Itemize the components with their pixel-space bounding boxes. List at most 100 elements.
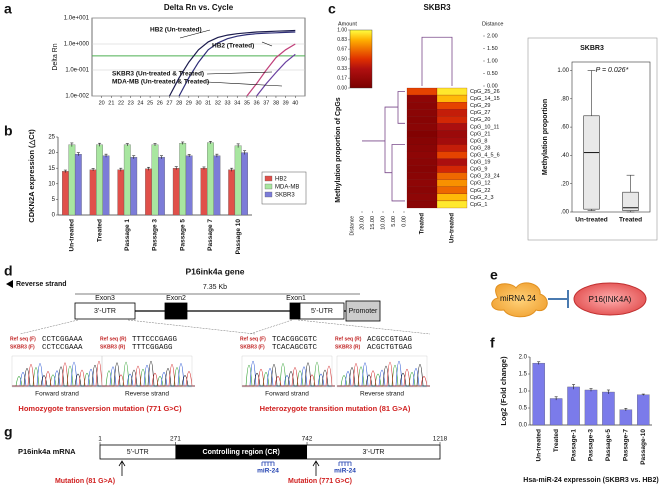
y-tick-label: .80 (561, 96, 570, 102)
x-tick-label: 40 (292, 100, 298, 106)
feature-label: Exon1 (286, 295, 306, 302)
row-dendrogram (362, 91, 405, 202)
heatmap-cell (406, 172, 438, 180)
heatmap-cell (406, 94, 438, 103)
bar (179, 143, 187, 216)
feature-label: Exon2 (166, 295, 186, 302)
gene-feature (289, 302, 301, 320)
heatmap-cell (406, 165, 438, 173)
chart-title: SKBR3 (580, 45, 604, 52)
feature-label: Exon3 (95, 295, 115, 302)
bar (102, 155, 110, 216)
heatmap-cell (436, 116, 468, 124)
chromatogram-frame (101, 355, 193, 388)
y-tick-label: 1.0e-002 (65, 94, 89, 100)
bar (117, 169, 125, 216)
x-tick-label: Passage 3 (152, 219, 159, 251)
chart-title: SKBR3 (423, 3, 451, 12)
y-tick-label: 1.0 (519, 389, 528, 395)
mirna-site (261, 461, 275, 466)
amplification-curve (168, 29, 296, 97)
x-tick-label: 27 (166, 100, 172, 106)
row-label: CpG_25_26 (470, 89, 500, 95)
x-tick-label: Passage 10 (235, 219, 242, 255)
heatmap-cell (436, 109, 468, 117)
heatmap-cell (406, 87, 438, 96)
annotation-arrow (206, 81, 283, 87)
heatmap-cell (406, 102, 438, 110)
heatmap-cell (436, 130, 468, 138)
seq-label: SKBR3 (R) (335, 344, 361, 350)
x-tick-label: 22 (118, 100, 124, 106)
x-tick-label: Passage-3 (588, 429, 595, 462)
heatmap-cell (406, 186, 438, 194)
y-axis-label: Delta Rn (52, 43, 59, 70)
controlling-region (175, 445, 308, 459)
legend-label: SKBR3 (275, 193, 295, 199)
row-label: CpG_29 (470, 103, 491, 109)
chromatogram (337, 361, 430, 387)
annotation-arrow (206, 71, 273, 75)
guide-line (249, 319, 293, 335)
x-tick-label: Un-treated (69, 219, 76, 252)
amplification-curve (246, 43, 296, 97)
x-tick-label: 36 (254, 100, 260, 106)
y-tick-label: .00 (561, 210, 570, 216)
sequence: TCACAGCGTC (272, 344, 318, 352)
position-label: 1 (98, 436, 102, 443)
bar (207, 142, 214, 216)
x-tick-label: 23 (128, 100, 134, 106)
strand-caption: Reverse strand (125, 391, 169, 398)
chromatogram (12, 361, 105, 387)
x-tick-label: Treated (619, 217, 642, 224)
distance-tick-label: 2.00 (487, 33, 498, 39)
x-tick-label: 25 (147, 100, 153, 106)
heatmap-cell (436, 165, 468, 173)
x-tick-label: 28 (176, 100, 182, 106)
seq-label: SKBR3 (R) (100, 344, 126, 350)
mutation-arrow (118, 460, 126, 476)
bar (89, 169, 97, 216)
x-tick-label: 32 (215, 100, 221, 106)
panel-label: a (4, 1, 12, 17)
row-label: CpG_4_5_6 (470, 153, 500, 159)
annotation: HB2 (Un-treated) (150, 27, 202, 34)
heatmap-cell (406, 200, 438, 209)
heatmap-cell (436, 123, 468, 131)
y-tick-label: 10 (48, 181, 55, 187)
y-tick-label: 0 (52, 213, 56, 219)
chromatogram-frame (336, 355, 428, 388)
colorbar-tick-label: 0.83 (337, 37, 347, 43)
bar (158, 157, 165, 216)
y-tick-label: 0.5 (519, 406, 528, 412)
legend-label: HB2 (275, 177, 287, 183)
heatmap-cell (406, 179, 438, 187)
feature-label: 3'-UTR (94, 308, 116, 315)
chart-title: Delta Rn vs. Cycle (164, 3, 234, 12)
x-tick-label: 39 (283, 100, 289, 106)
chromatogram (102, 363, 195, 387)
x-tick-label: Passage-1 (570, 429, 577, 462)
chromatogram (242, 361, 335, 387)
row-label: CpG_1 (470, 202, 487, 208)
heatmap-cell (406, 158, 438, 166)
y-axis-label: Methylation proportion (542, 99, 549, 175)
gene-title: P16ink4a gene (185, 266, 244, 276)
y-tick-label: 20 (48, 150, 55, 156)
x-tick-label: Passage-5 (605, 429, 612, 462)
strand-arrow (6, 280, 13, 288)
sequence: CCTCCGAAA (42, 344, 83, 352)
amplification-curve (256, 53, 296, 97)
column-label: Un-treated (450, 213, 456, 243)
mirna-shape (491, 282, 548, 318)
mutation-label: Heterozygote transition mutation (81 G>A… (260, 404, 411, 413)
colorbar (349, 29, 373, 89)
x-tick-label: 24 (137, 100, 143, 106)
heatmap-cell (406, 130, 438, 138)
x-tick-label: Treated (553, 429, 560, 452)
mutation-label: Mutation (771 G>C) (288, 478, 352, 485)
legend-swatch (264, 183, 273, 190)
bar (62, 171, 69, 216)
y-tick-label: 5 (52, 197, 56, 203)
x-tick-label: Passage 5 (179, 219, 186, 251)
